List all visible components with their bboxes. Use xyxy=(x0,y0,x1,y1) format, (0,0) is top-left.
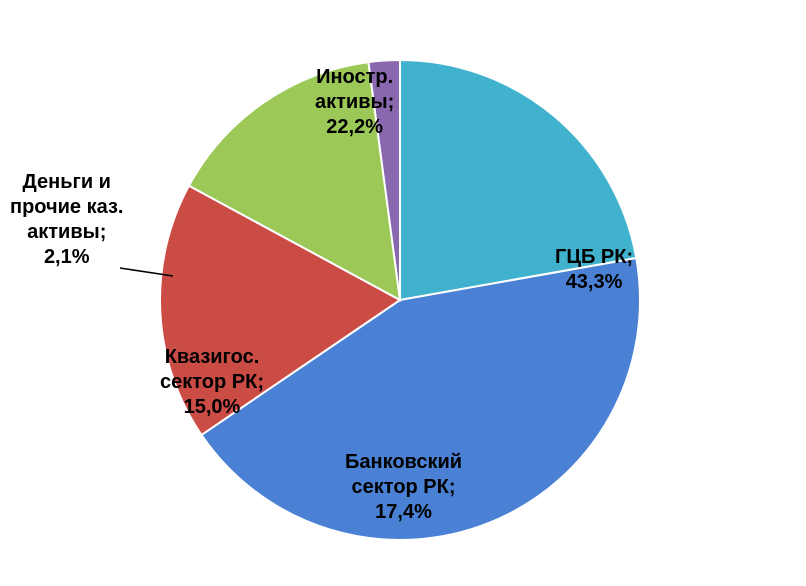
slice-label-1: ГЦБ РК; 43,3% xyxy=(555,245,633,295)
slice-label-3: Квазигос. сектор РК; 15,0% xyxy=(160,345,264,420)
pie-chart: Иностр. активы; 22,2% ГЦБ РК; 43,3% Банк… xyxy=(0,0,806,586)
slice-label-2: Банковский сектор РК; 17,4% xyxy=(345,450,462,525)
slice-label-4: Деньги и прочие каз. активы; 2,1% xyxy=(10,170,123,270)
slice-label-0: Иностр. активы; 22,2% xyxy=(315,65,394,140)
